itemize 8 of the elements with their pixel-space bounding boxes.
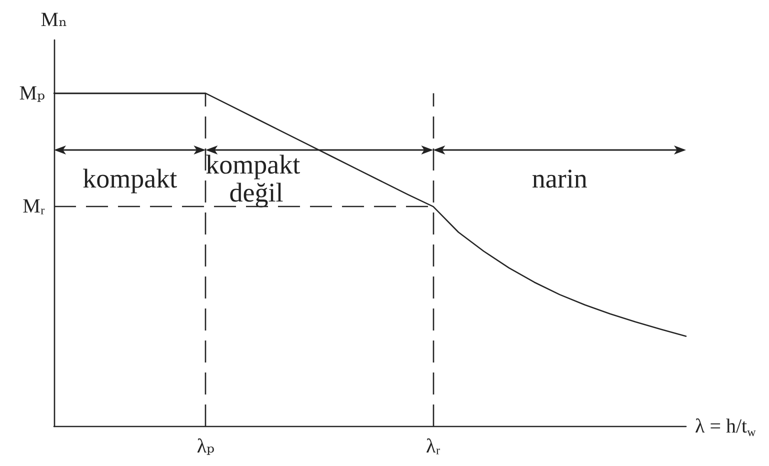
annotation: kompakt	[82, 163, 178, 194]
x-tick-label: λᵣ	[426, 436, 441, 458]
annotation: narin	[532, 163, 588, 194]
annotation: kompakt değil	[206, 149, 307, 208]
ref-line-label: Mₚ	[19, 82, 45, 104]
x-tick-label: λₚ	[196, 436, 215, 458]
ref-line-label: Mᵣ	[22, 196, 46, 218]
y-axis-title: Mₙ	[40, 9, 68, 31]
